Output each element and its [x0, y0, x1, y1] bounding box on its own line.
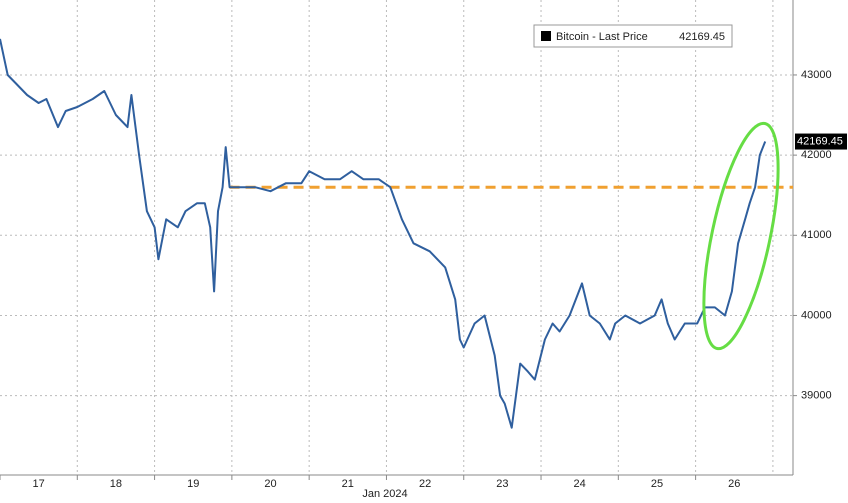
- y-tick-label: 43000: [801, 69, 832, 81]
- legend-label: Bitcoin - Last Price: [556, 31, 648, 43]
- x-tick-label: 26: [728, 478, 740, 490]
- legend-swatch: [541, 31, 551, 41]
- plot: [0, 38, 793, 429]
- y-tick-label: 39000: [801, 390, 832, 402]
- last-price-label: 42169.45: [797, 135, 843, 147]
- x-tick-label: 23: [496, 478, 508, 490]
- x-tick-label: 20: [264, 478, 276, 490]
- x-tick-label: 17: [33, 478, 45, 490]
- legend-box: [533, 24, 733, 48]
- last-price-box: [795, 133, 847, 150]
- y-tick-label: 40000: [801, 309, 832, 321]
- x-tick-label: 19: [187, 478, 199, 490]
- highlight-ellipse: [702, 121, 780, 351]
- legend: Bitcoin - Last Price 42169.45: [533, 24, 733, 48]
- x-tick-label: 24: [574, 478, 586, 490]
- legend-value: 42169.45: [679, 31, 725, 43]
- x-tick-label: 18: [110, 478, 122, 490]
- x-tick-label: 25: [651, 478, 663, 490]
- x-axis-label: Jan 2024: [362, 488, 407, 500]
- y-tick-label: 42000: [801, 149, 832, 161]
- y-tick-label: 41000: [801, 229, 832, 241]
- x-tick-label: 21: [342, 478, 354, 490]
- x-tick-label: 22: [419, 478, 431, 490]
- price-line: [0, 38, 767, 429]
- grid: [0, 0, 793, 475]
